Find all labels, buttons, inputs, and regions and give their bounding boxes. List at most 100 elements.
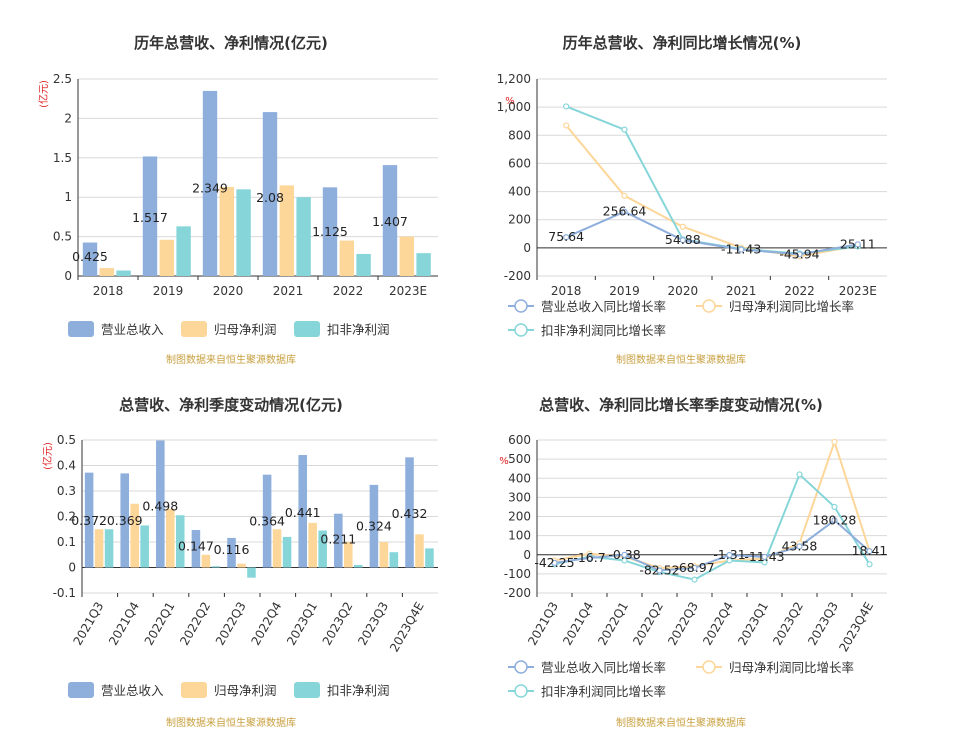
x-tick-label: 2022Q1 [142,600,178,648]
bar-revenue [369,484,379,568]
legend-item-label: 归母净利润同比增长率 [729,660,854,675]
data-label: 18.41 [852,543,888,558]
legend-item-label: 营业总收入 [101,322,164,337]
x-tick-label: 2023Q2 [320,600,356,648]
bar-revenue [334,513,343,568]
data-label: 0.211 [320,531,356,546]
data-point [796,471,803,478]
data-point [796,251,803,258]
bar-revenue [82,242,98,276]
data-point [831,503,838,511]
data-point [621,551,628,558]
data-label: -42.25 [534,555,574,570]
data-point [691,576,698,583]
data-point [796,543,803,550]
data-point [563,122,570,129]
bar-deducted-profit [416,253,431,276]
y-tick-label: 800 [508,128,531,142]
chart-title: 历年总营收、净利同比增长情况(%) [563,34,802,52]
bar-net-profit [159,239,174,276]
x-tick-label: 2022Q4 [248,600,284,648]
legend-item-label: 营业总收入同比增长率 [541,299,666,314]
legend-swatch [294,682,320,698]
bar-deducted-profit [282,536,292,568]
y-tick-label: 1,200 [497,72,531,86]
legend-item-label: 归母净利润 [214,322,277,337]
bar-deducted-profit [389,552,399,568]
y-axis-unit: % [505,96,515,107]
y-tick-label: 0.4 [57,459,76,473]
series-line-deducted-profit-growth [565,105,858,255]
series-line-net-profit-growth [565,124,859,258]
bar-deducted-profit [175,515,185,568]
data-point [726,551,733,559]
bar-revenue [405,457,414,568]
y-tick-label: 200 [508,510,531,524]
data-point [738,246,745,253]
chart-legend[interactable]: 营业总收入 归母净利润 扣非净利润 [68,682,390,698]
bar-deducted-profit [247,567,256,578]
data-label: -45.94 [779,246,819,261]
legend-marker [514,684,528,698]
x-tick-label: 2023Q4E [836,600,876,655]
data-label: -1.31 [713,547,745,562]
data-point [866,548,873,555]
y-tick-label: 0.2 [57,510,76,524]
x-tick-label: 2021 [273,284,304,298]
bar-revenue [142,156,158,276]
data-label: 25.11 [840,236,876,251]
x-tick-label: 2021Q4 [560,600,596,648]
x-tick-label: 2022Q2 [177,600,213,648]
data-label: 1.517 [132,210,168,225]
bar-net-profit [130,503,139,568]
source-note: 制图数据来自恒生聚源数据库 [616,353,746,366]
x-tick-label: 2021 [726,284,757,298]
data-point [563,234,570,241]
data-point [621,557,628,564]
x-tick-label: 2022Q3 [665,600,701,648]
x-tick-label: 2019 [153,284,184,298]
y-tick-label: 0 [64,269,72,283]
data-point [621,192,628,199]
x-tick-label: 2023E [389,284,427,298]
bar-net-profit [219,186,234,276]
y-axis-unit: (亿元) [41,442,54,470]
x-tick-label: 2023Q3 [805,600,841,648]
bar-revenue [84,472,94,568]
bar-deducted-profit [356,253,371,276]
bar-net-profit [399,236,414,276]
annual-revenue-profit-chart: 历年总营收、净利情况(亿元) (亿元) 0 0.5 1 1.5 2 2.5 0.425 1.5… [37,34,438,366]
legend-item-label: 归母净利润同比增长率 [729,299,854,314]
bar-net-profit [237,563,246,568]
x-tick-label: 2023Q4E [387,600,427,655]
x-tick-label: 2021Q3 [525,600,561,648]
y-tick-label: 600 [508,433,531,447]
bar-revenue [156,440,165,568]
annual-growth-rate-chart: 历年总营收、净利同比增长情况(%) % -200 0 200 400 600 800 1,0… [497,34,887,366]
data-label: -82.52 [639,563,679,578]
bar-net-profit [99,268,114,276]
y-tick-label: 0.5 [53,230,72,244]
bar-deducted-profit [425,548,434,568]
series-line-deducted-profit-growth [554,472,871,581]
source-note: 制图数据来自恒生聚源数据库 [166,716,296,729]
bar-revenue [262,112,278,276]
bar-deducted-profit [296,197,311,276]
chart-legend[interactable]: 营业总收入 归母净利润 扣非净利润 [68,321,390,337]
bar-deducted-profit [104,529,114,568]
legend-item-label: 扣非净利润 [327,322,390,337]
legend-item-label: 营业总收入 [101,683,164,698]
y-axis-unit: (亿元) [37,80,50,108]
legend-marker [514,299,528,313]
legend-marker [702,660,716,674]
bar-revenue [262,474,272,568]
legend-item-label: 归母净利润 [214,683,277,698]
source-note: 制图数据来自恒生聚源数据库 [166,353,296,366]
data-point [551,559,558,566]
data-point [831,438,838,446]
bar-revenue [120,473,129,568]
bar-revenue [298,455,307,568]
data-label: 0.324 [356,518,392,533]
